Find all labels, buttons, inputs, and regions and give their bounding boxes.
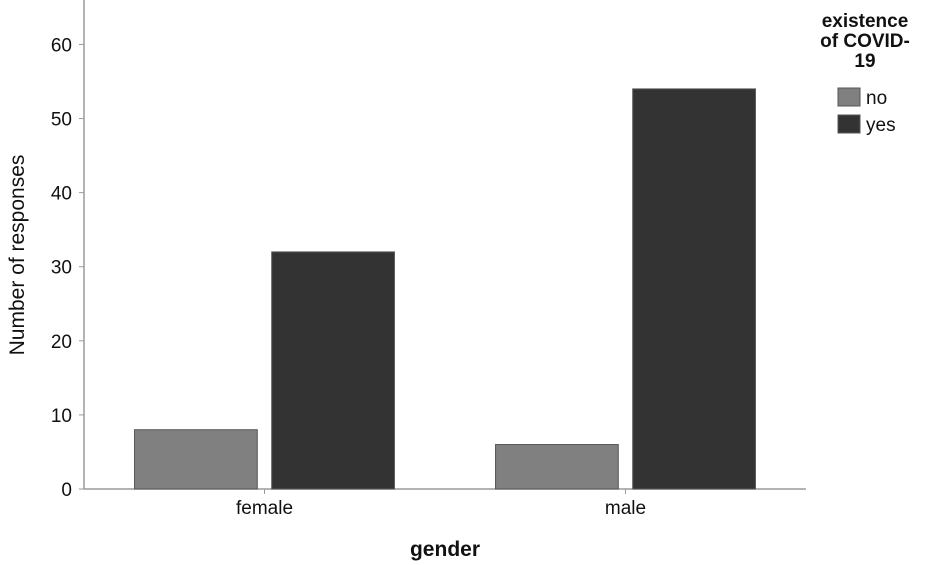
legend-title-line: of COVID- <box>820 31 910 52</box>
y-tick-label: 0 <box>61 480 72 501</box>
x-tick-label-male: male <box>605 498 646 519</box>
y-tick-label: 30 <box>51 258 72 279</box>
bar-yes-female <box>271 251 395 490</box>
y-tick-label: 40 <box>51 184 72 205</box>
legend-title-line: existence <box>822 11 909 32</box>
y-tick-label: 10 <box>51 406 72 427</box>
legend-label-no: no <box>866 88 887 109</box>
y-axis-ticks: 0 10 20 30 40 50 60 <box>51 35 84 501</box>
bar-yes-male <box>632 88 756 490</box>
x-tick-label-female: female <box>236 498 293 519</box>
y-tick-label: 20 <box>51 332 72 353</box>
legend-swatch-yes <box>837 114 861 134</box>
plot-area <box>83 0 806 490</box>
legend-title-line: 19 <box>854 51 875 72</box>
bar-no-male <box>495 444 619 490</box>
legend-label-yes: yes <box>866 115 896 136</box>
y-axis-title: Number of responses <box>6 155 29 356</box>
bar-no-female <box>134 429 258 490</box>
x-axis-ticks: female male <box>236 489 646 519</box>
y-tick-label: 60 <box>51 35 72 56</box>
x-axis-title: gender <box>410 538 480 561</box>
y-tick-label: 50 <box>51 110 72 131</box>
legend-swatch-no <box>837 87 861 107</box>
